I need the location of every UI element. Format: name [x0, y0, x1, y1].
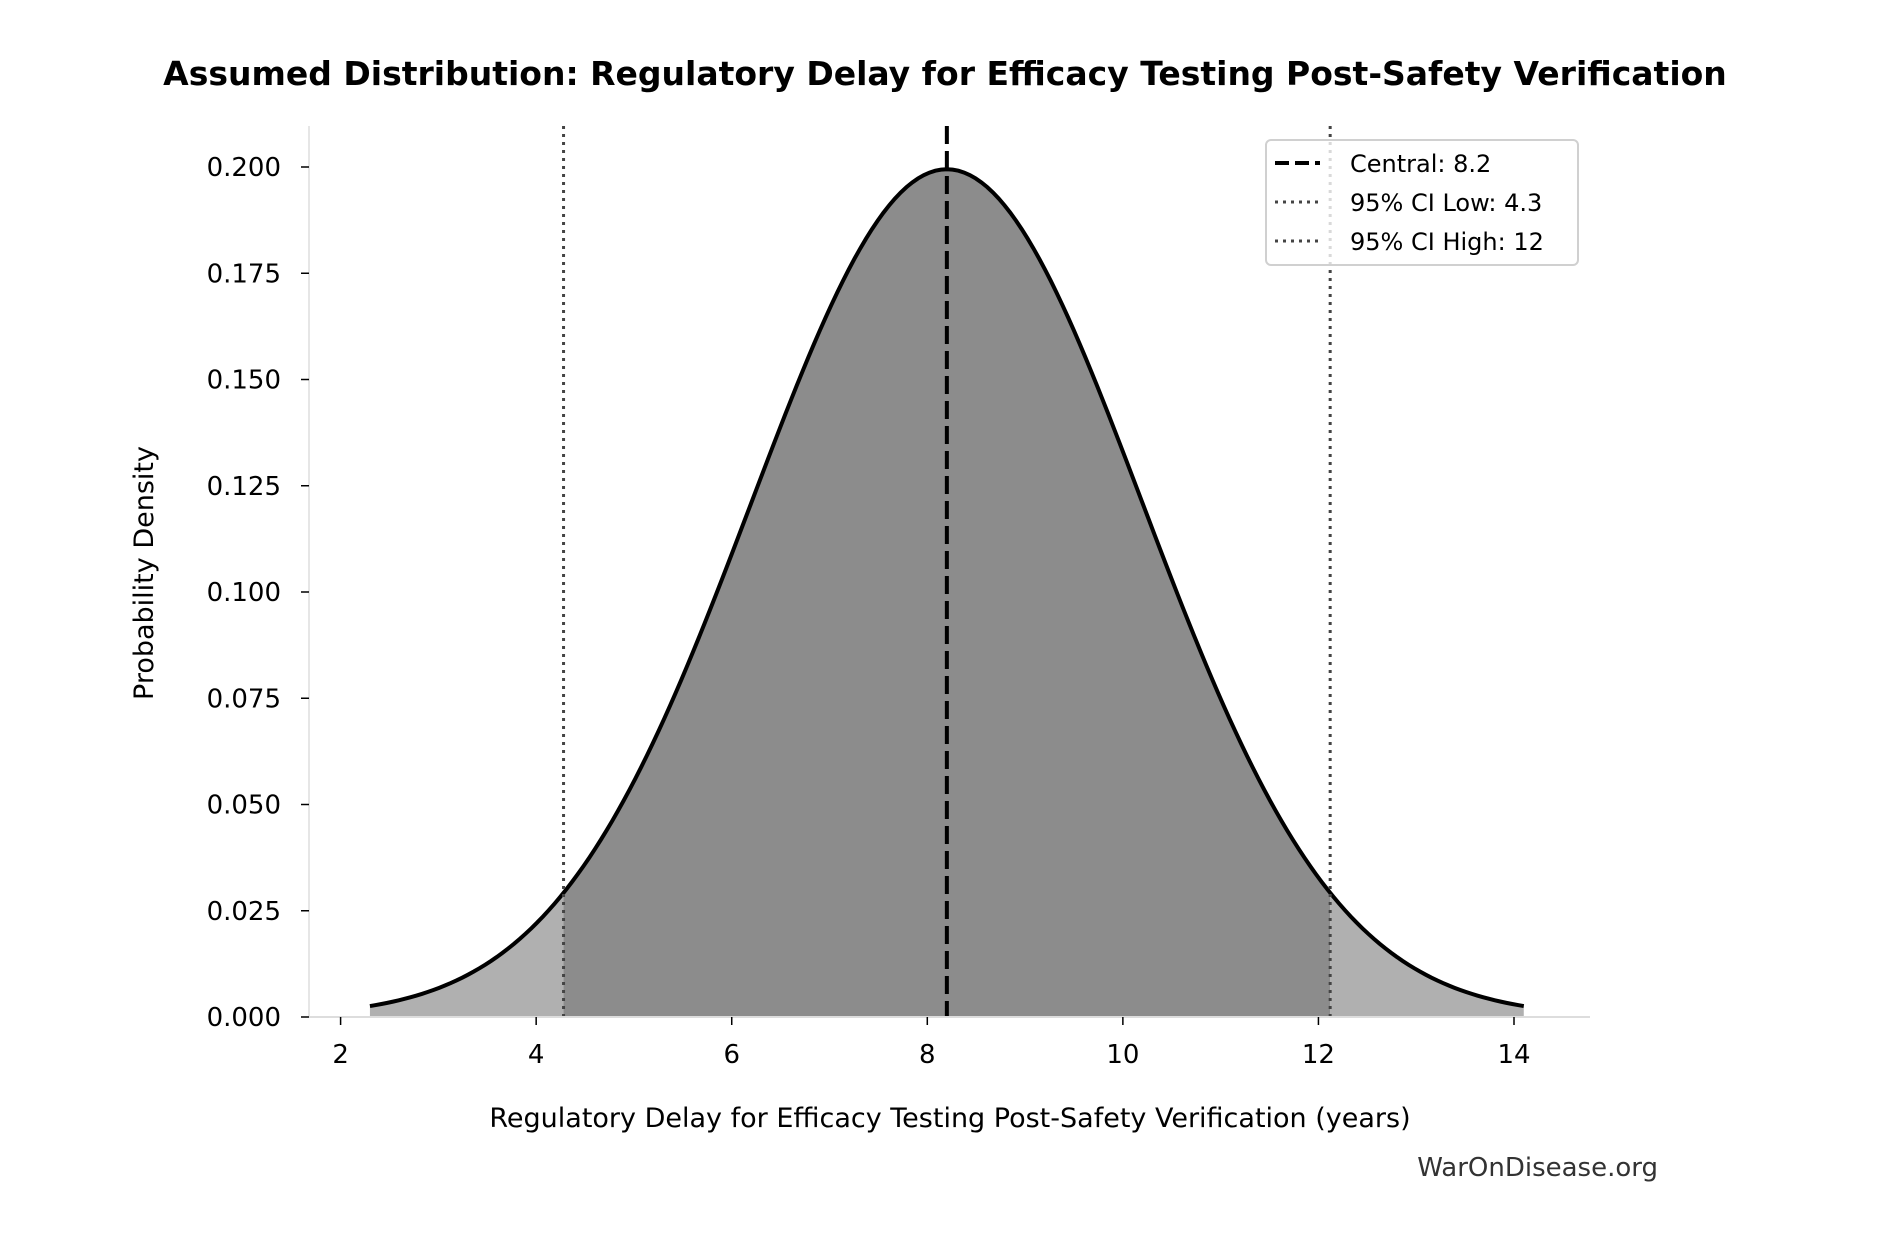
y-tick-label: 0.000 [207, 1003, 281, 1033]
legend: Central: 8.2 95% CI Low: 4.3 95% CI High… [1265, 139, 1579, 266]
x-tick-label: 12 [1302, 1040, 1335, 1070]
legend-ci-low-label: 95% CI Low: 4.3 [1350, 189, 1542, 217]
y-tick-label: 0.150 [207, 366, 281, 396]
x-axis: 2 4 6 8 10 12 14 [332, 1017, 1531, 1070]
y-tick-label: 0.200 [207, 153, 281, 183]
x-tick-label: 4 [528, 1040, 545, 1070]
x-tick-label: 14 [1497, 1040, 1530, 1070]
y-tick-label: 0.050 [207, 791, 281, 821]
plot-area [308, 126, 1590, 1018]
y-axis: 0.000 0.025 0.050 0.075 0.100 0.125 0.150 0.175… [207, 153, 309, 1033]
x-tick-label: 6 [723, 1040, 740, 1070]
y-axis-label: Probability Density [129, 446, 160, 700]
y-tick-label: 0.075 [207, 684, 281, 714]
y-tick-label: 0.175 [207, 259, 281, 289]
x-axis-label: Regulatory Delay for Efficacy Testing Po… [489, 1103, 1410, 1134]
x-tick-label: 8 [919, 1040, 936, 1070]
y-tick-label: 0.100 [207, 578, 281, 608]
legend-ci-high-label: 95% CI High: 12 [1350, 228, 1544, 256]
x-tick-label: 2 [332, 1040, 349, 1070]
y-tick-label: 0.125 [207, 472, 281, 502]
y-tick-label: 0.025 [207, 897, 281, 927]
x-tick-label: 10 [1106, 1040, 1139, 1070]
legend-box [1265, 139, 1579, 266]
right-tail-area [1330, 892, 1524, 1017]
legend-central-label: Central: 8.2 [1350, 150, 1491, 178]
left-tail-area [369, 892, 564, 1017]
watermark: WarOnDisease.org [1417, 1153, 1658, 1183]
chart-title: Assumed Distribution: Regulatory Delay f… [163, 54, 1727, 93]
